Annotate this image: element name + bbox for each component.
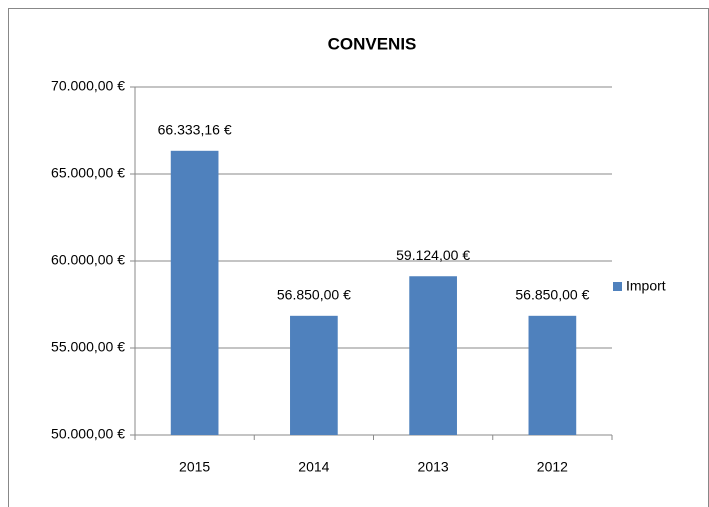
data-label: 66.333,16 € (158, 122, 232, 138)
y-tick-label: 70.000,00 € (51, 78, 125, 94)
y-tick-label: 55.000,00 € (51, 339, 125, 355)
bar (409, 276, 457, 435)
bar (290, 315, 338, 435)
y-tick-label: 60.000,00 € (51, 252, 125, 268)
bar (170, 150, 219, 435)
data-label: 59.124,00 € (396, 247, 470, 263)
chart-title: CONVENIS (328, 34, 417, 53)
x-tick-label: 2012 (537, 459, 568, 475)
legend-swatch (613, 282, 622, 291)
data-label: 56.850,00 € (515, 287, 589, 303)
y-tick-label: 65.000,00 € (51, 165, 125, 181)
x-tick-label: 2013 (418, 459, 449, 475)
data-label: 56.850,00 € (277, 287, 351, 303)
y-tick-label: 50.000,00 € (51, 426, 125, 442)
legend-label: Import (626, 278, 666, 294)
x-tick-label: 2015 (179, 459, 210, 475)
bar (528, 315, 577, 435)
x-tick-label: 2014 (298, 459, 329, 475)
